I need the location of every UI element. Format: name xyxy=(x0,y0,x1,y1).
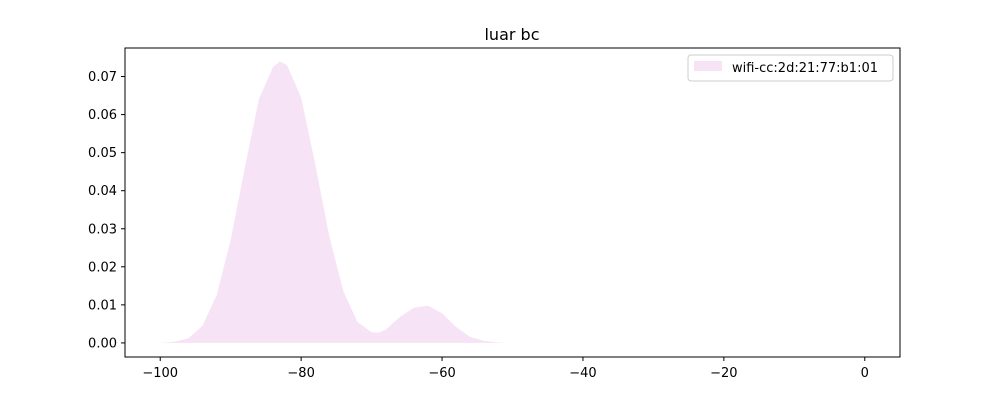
x-tick-label: −20 xyxy=(710,366,737,381)
y-tick-label: 0.07 xyxy=(88,70,117,85)
y-axis: 0.00 0.01 0.02 0.03 0.04 0.05 0.06 0.07 xyxy=(88,70,125,351)
y-tick-label: 0.02 xyxy=(88,260,117,275)
y-tick-label: 0.00 xyxy=(88,336,117,351)
x-tick-label: −80 xyxy=(287,366,314,381)
plot-frame xyxy=(124,47,901,358)
x-tick-label: 0 xyxy=(861,366,869,381)
y-tick-label: 0.04 xyxy=(88,184,117,199)
series-area-0 xyxy=(160,61,513,343)
chart-title: luar bc xyxy=(484,25,539,44)
y-tick-label: 0.06 xyxy=(88,108,117,123)
legend-swatch xyxy=(694,61,722,71)
legend: wifi-cc:2d:21:77:b1:01 xyxy=(687,54,894,82)
legend-label: wifi-cc:2d:21:77:b1:01 xyxy=(732,61,878,76)
y-tick-label: 0.03 xyxy=(88,222,117,237)
legend-frame xyxy=(687,54,894,82)
x-axis: −100 −80 −60 −40 −20 0 xyxy=(142,357,869,381)
x-tick-label: −100 xyxy=(142,366,178,381)
x-tick-label: −60 xyxy=(428,366,455,381)
plot-area xyxy=(160,61,513,343)
y-tick-label: 0.05 xyxy=(88,146,117,161)
x-tick-label: −40 xyxy=(569,366,596,381)
y-tick-label: 0.01 xyxy=(88,298,117,313)
